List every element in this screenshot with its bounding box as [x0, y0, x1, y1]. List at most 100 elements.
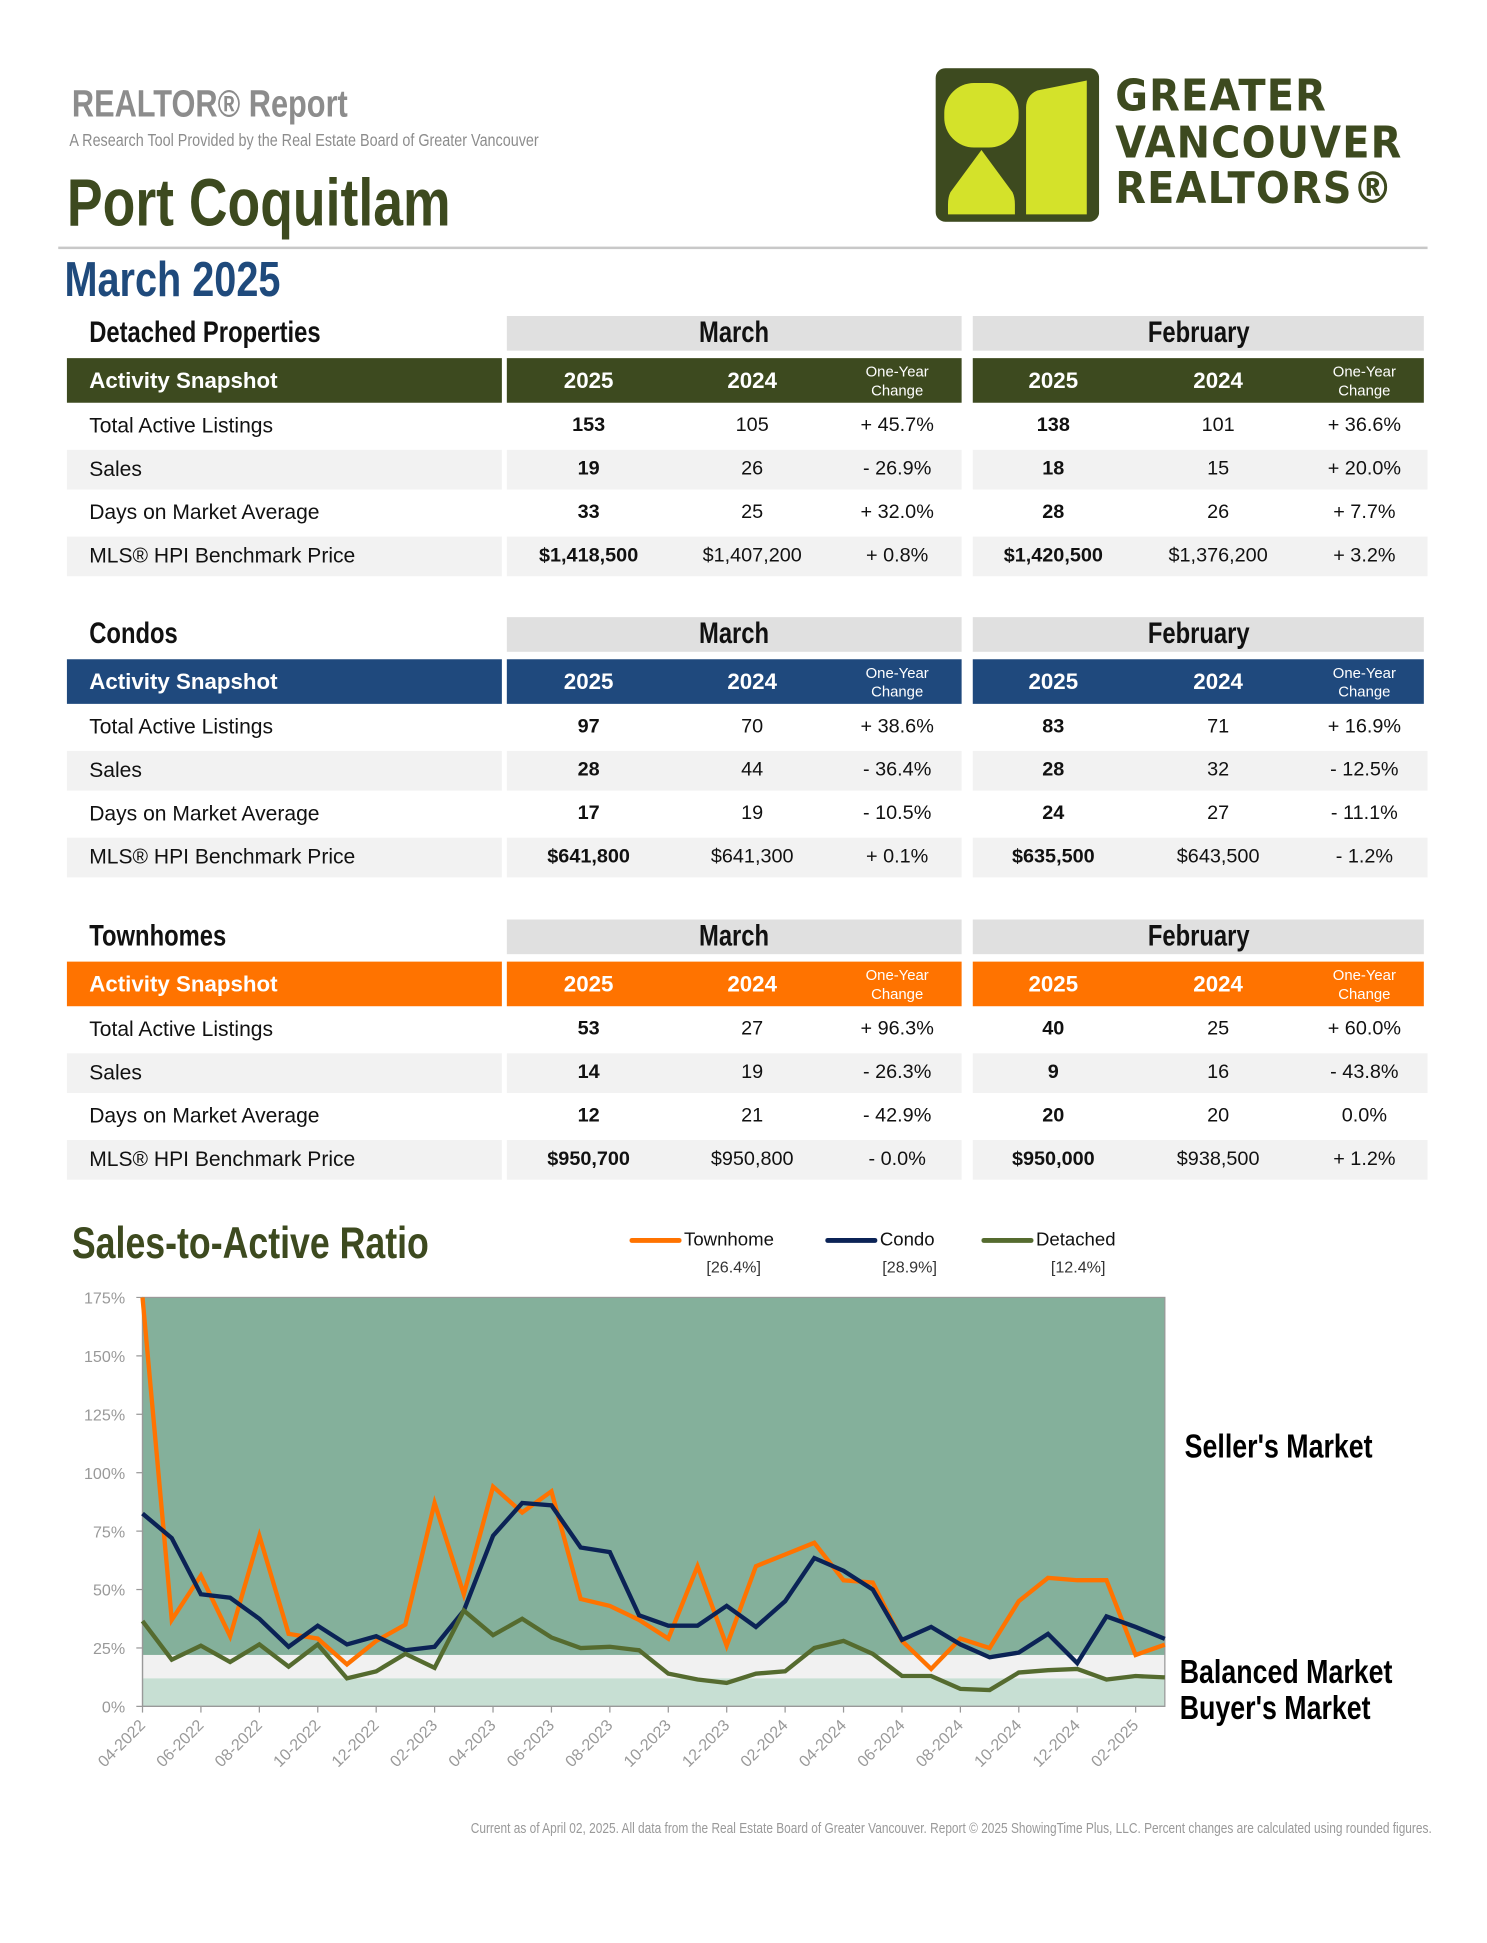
section-title: Detached Properties: [89, 315, 321, 350]
cell-march: + 32.0%: [860, 501, 934, 523]
legend-current-value: [28.9%]: [882, 1257, 937, 1277]
cell-february: $643,500: [1176, 846, 1260, 868]
cell-march: 33: [577, 501, 600, 523]
footer-note: Current as of April 02, 2025. All data f…: [470, 1819, 1432, 1837]
table-row: MLS® HPI Benchmark Price $950,700 $950,800…: [0, 1140, 1487, 1180]
cell-march: $641,300: [710, 846, 794, 868]
cell-february: + 20.0%: [1327, 458, 1402, 480]
snapshot-label: Activity Snapshot: [89, 669, 278, 694]
cell-march: $950,700: [547, 1148, 630, 1170]
cell-february: - 12.5%: [1330, 759, 1399, 781]
year-header: 2025: [563, 971, 614, 997]
x-tick-label: 10-2023: [620, 1716, 675, 1771]
legend-swatch-townhome: [629, 1237, 682, 1243]
year-header: 2025: [563, 368, 614, 393]
year-header: 2024: [1193, 368, 1243, 393]
cell-march: 14: [577, 1061, 600, 1084]
cell-march: 21: [741, 1105, 764, 1127]
x-tick-label: 06-2024: [854, 1716, 909, 1771]
row-label: Sales: [89, 1060, 142, 1085]
group-header-february: February: [972, 617, 1424, 652]
cell-march: + 0.1%: [866, 846, 929, 868]
report-title: REALTOR® Report: [71, 81, 348, 126]
cell-february: 20: [1207, 1105, 1230, 1127]
section-title: Condos: [89, 617, 178, 651]
x-tick-label: 08-2024: [912, 1716, 967, 1771]
cell-march: 105: [735, 415, 769, 437]
x-tick-label: 08-2022: [211, 1716, 266, 1771]
cell-march: - 26.3%: [863, 1061, 932, 1084]
x-tick-label: 02-2023: [387, 1716, 442, 1771]
group-header-march: March: [506, 315, 962, 351]
cell-february: + 60.0%: [1327, 1018, 1402, 1040]
x-tick-label: 04-2022: [95, 1716, 150, 1771]
realtors-logo-icon: [935, 68, 1100, 222]
table-row: Total Active Listings 153 105 + 45.7% 138 101…: [0, 406, 1487, 446]
section-townhome: Townhomes March 2025 2024 One-Year Change Febr…: [0, 919, 1487, 1192]
table-row: MLS® HPI Benchmark Price $1,418,500 $1,407…: [0, 536, 1487, 577]
header-row-march: 2025 2024 One-Year Change: [506, 961, 962, 1007]
x-tick-label: 02-2025: [1088, 1716, 1143, 1771]
snapshot-label: Activity Snapshot: [89, 368, 278, 393]
cell-february: 27: [1207, 803, 1230, 825]
section-condo: Condos March 2025 2024 One-Year Change Februar…: [0, 617, 1487, 890]
header-row-february: 2025 2024 One-Year Change: [972, 659, 1424, 704]
row-label: Days on Market Average: [89, 1104, 320, 1128]
cell-march: $1,418,500: [538, 545, 639, 567]
cell-february: 28: [1042, 501, 1065, 523]
x-tick-label: 12-2024: [1029, 1716, 1084, 1771]
cell-february: + 16.9%: [1327, 716, 1402, 738]
cell-february: 15: [1207, 458, 1230, 480]
city-title: Port Coquitlam: [66, 166, 451, 241]
header-divider: [58, 246, 1428, 250]
cell-february: $938,500: [1176, 1148, 1260, 1170]
cell-march: $950,800: [710, 1148, 794, 1170]
row-label: Total Active Listings: [89, 715, 274, 739]
change-header: One-Year Change: [1332, 363, 1396, 400]
snapshot-label: Activity Snapshot: [89, 971, 278, 997]
x-tick-label: 10-2024: [971, 1716, 1026, 1771]
table-row: Days on Market Average 17 19 - 10.5% 24 27 - 1…: [0, 794, 1487, 834]
legend-current-value: [12.4%]: [1050, 1257, 1106, 1277]
cell-february: - 1.2%: [1335, 846, 1394, 868]
cell-march: $641,800: [547, 846, 630, 868]
cell-march: 19: [577, 458, 600, 480]
table-row: Sales 19 26 - 26.9% 18 15 + 20.0%: [0, 449, 1487, 490]
group-header-march: March: [506, 919, 962, 955]
series-line-condo: [141, 1500, 1166, 1667]
x-tick-label: 04-2024: [796, 1716, 851, 1771]
cell-march: - 36.4%: [863, 759, 932, 781]
group-header-march: March: [506, 617, 962, 652]
cell-march: 70: [741, 716, 764, 738]
cell-february: $950,000: [1011, 1148, 1095, 1170]
cell-february: 32: [1207, 759, 1230, 781]
market-label: Balanced Market: [1179, 1653, 1393, 1691]
row-label: Sales: [89, 457, 142, 481]
cell-march: 25: [741, 501, 764, 523]
header-row-february: 2025 2024 One-Year Change: [972, 961, 1424, 1007]
cell-february: $635,500: [1011, 846, 1095, 868]
cell-february: 9: [1047, 1061, 1059, 1084]
x-tick-label: 02-2024: [737, 1716, 792, 1771]
x-tick-label: 06-2022: [153, 1716, 208, 1771]
cell-february: 101: [1201, 415, 1235, 437]
cell-february: 24: [1042, 803, 1065, 825]
year-header: 2025: [563, 669, 614, 694]
year-header: 2025: [1028, 669, 1079, 694]
header-row-march: 2025 2024 One-Year Change: [506, 358, 962, 403]
cell-february: $1,420,500: [1003, 545, 1103, 567]
series-line-detached: [140, 1607, 1165, 1693]
year-header: 2024: [727, 669, 777, 694]
row-label: Days on Market Average: [89, 801, 320, 826]
cell-march: 12: [577, 1105, 600, 1127]
market-band: [142, 1297, 1165, 1655]
cell-march: 26: [741, 458, 764, 480]
snapshot-header: Activity Snapshot: [66, 358, 502, 403]
x-tick-label: 04-2023: [445, 1716, 500, 1771]
cell-march: 97: [577, 716, 600, 738]
change-header: One-Year Change: [1332, 664, 1396, 701]
cell-march: + 96.3%: [860, 1018, 934, 1040]
row-label: Days on Market Average: [89, 500, 320, 525]
table-row: Total Active Listings 97 70 + 38.6% 83 71 + 16…: [0, 708, 1487, 748]
